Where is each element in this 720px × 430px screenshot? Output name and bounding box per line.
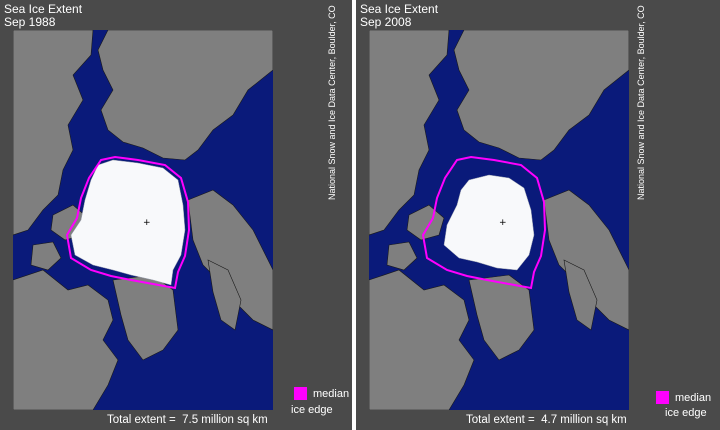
title-line-1: Sea Ice Extent [360,2,439,16]
title-line-1: Sea Ice Extent [4,2,83,16]
legend-label-1: median [675,392,712,404]
land-siberia [13,269,119,410]
sea-ice-map-2008: + [369,30,629,410]
legend-swatch [294,387,307,400]
median-ice-edge-2008 [421,155,547,290]
total-extent-label: Total extent = [107,414,176,426]
land-island [386,241,418,271]
map-title: Sea Ice Extent Sep 2008 [360,3,438,29]
land-greenland [453,30,629,161]
map-title: Sea Ice Extent Sep 1988 [4,3,82,29]
total-extent-label: Total extent = [466,414,535,426]
sea-ice-2008 [443,174,535,271]
land-island [30,241,62,271]
panel-1988: Sea Ice Extent Sep 1988 + National Snow … [0,0,352,430]
land-greenland [97,30,273,161]
panel-2008: Sea Ice Extent Sep 2008 + National Snow … [356,0,720,430]
legend-label-2: ice edge [665,407,707,419]
sea-ice-map-1988: + [13,30,273,410]
legend-label-1: median [313,388,350,400]
credit-text: National Snow and Ice Data Center, Bould… [636,5,646,200]
sea-ice-1988 [70,159,186,286]
land-novaya-zemlya [563,259,598,331]
total-extent: Total extent = 7.5 million sq km [107,414,268,426]
land-canada [13,30,94,236]
total-extent-value: 4.7 million sq km [541,414,627,426]
land-canada [369,30,450,236]
total-extent: Total extent = 4.7 million sq km [466,414,627,426]
credit-text: National Snow and Ice Data Center, Bould… [327,5,337,200]
pole-marker: + [499,218,507,228]
land-scandinavia [543,189,629,331]
legend-swatch [656,391,669,404]
title-line-2: Sep 2008 [360,15,412,29]
median-ice-edge-1988 [65,155,191,290]
legend-label-2: ice edge [291,404,333,416]
title-line-2: Sep 1988 [4,15,56,29]
land-scandinavia [187,189,273,331]
total-extent-value: 7.5 million sq km [182,414,268,426]
land-novaya-zemlya [207,259,242,331]
land-siberia [369,269,475,410]
pole-marker: + [143,218,151,228]
land-russia-central [468,274,535,361]
